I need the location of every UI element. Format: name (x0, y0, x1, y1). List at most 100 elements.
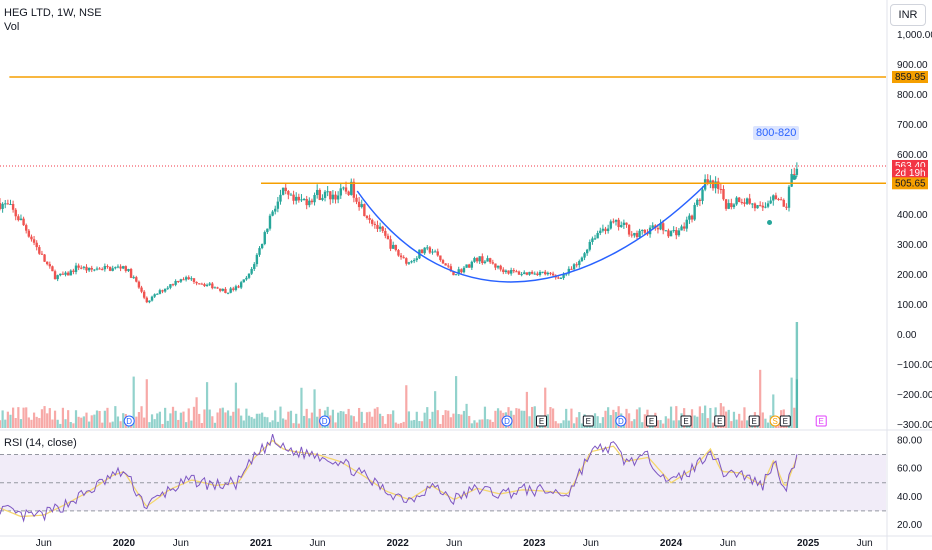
volume-bar (523, 410, 526, 428)
price-label-box (892, 177, 928, 190)
candle-body (300, 199, 303, 201)
candle-body (245, 277, 248, 280)
event-badge[interactable] (501, 415, 513, 427)
candle-body (688, 215, 691, 220)
candle-body (507, 270, 510, 274)
event-badge[interactable] (714, 415, 726, 427)
volume-bar (108, 422, 112, 428)
volume-bar (759, 369, 762, 428)
candle-body (40, 253, 44, 255)
currency-button[interactable]: INR (890, 4, 926, 26)
candle-body (329, 191, 332, 200)
event-badge[interactable] (535, 415, 547, 427)
volume-bar (161, 423, 164, 428)
volume-bar (59, 423, 62, 428)
volume-bar (533, 406, 536, 428)
candle-body (95, 268, 99, 270)
volume-bar (9, 414, 12, 428)
candle-body (591, 238, 594, 242)
candle-body (237, 286, 240, 288)
rsi-indicator-label[interactable]: RSI (14, close) (4, 437, 77, 449)
event-badge[interactable] (815, 415, 827, 427)
candle-body (85, 266, 88, 271)
volume-bar (77, 416, 80, 428)
candle-body (433, 251, 437, 253)
event-badge[interactable] (779, 415, 791, 427)
candle-body (538, 271, 542, 275)
candle-body (562, 273, 565, 278)
candle-body (617, 219, 620, 228)
event-badge[interactable] (582, 415, 594, 427)
volume-bar (213, 422, 217, 428)
event-badge[interactable] (680, 415, 692, 427)
volume-bar (389, 414, 392, 428)
candle-body (701, 189, 704, 201)
candle-body (253, 264, 256, 269)
candle-body (696, 199, 699, 205)
volume-bar (143, 417, 146, 428)
volume-bar (449, 417, 452, 428)
candle-body (572, 264, 576, 270)
volume-bar (56, 419, 59, 428)
candle-body (454, 274, 458, 276)
volume-bar (675, 406, 678, 428)
volume-indicator-label[interactable]: Vol (4, 21, 20, 33)
event-badge[interactable] (319, 415, 331, 427)
candle-body (751, 203, 754, 205)
time-axis-tick: Jun (36, 538, 52, 549)
candle-body (255, 254, 259, 265)
volume-bar (415, 411, 418, 428)
volume-bar (378, 413, 382, 428)
volume-bar (709, 407, 712, 428)
volume-bar (14, 418, 17, 428)
volume-bar (171, 406, 175, 428)
price-axis-tick: 400.00 (897, 210, 928, 221)
volume-bar (554, 421, 557, 428)
candle-body (559, 277, 563, 279)
event-badge[interactable] (646, 415, 658, 427)
candle-body (156, 293, 159, 295)
volume-bar (150, 414, 154, 428)
volume-bar (468, 415, 471, 428)
volume-bar (82, 416, 85, 428)
symbol-title[interactable]: HEG LTD, 1W, NSE (4, 7, 102, 19)
price-axis-tick: 900.00 (897, 60, 928, 71)
volume-bar (365, 412, 369, 428)
volume-bar (578, 412, 581, 428)
volume-bar (512, 414, 515, 428)
candle-body (195, 281, 198, 284)
candle-body (423, 247, 426, 254)
candle-body (643, 229, 647, 233)
time-axis-tick: 2024 (660, 538, 683, 549)
event-badge[interactable] (123, 415, 135, 427)
volume-bar (452, 413, 455, 428)
volume-bar (693, 415, 696, 428)
candle-body (310, 200, 314, 203)
volume-bar (441, 415, 445, 428)
time-axis-tick: Jun (309, 538, 325, 549)
target-annotation[interactable]: 800-820 (753, 126, 800, 140)
volume-bar (633, 419, 636, 428)
candle-body (499, 265, 502, 270)
candle-body (90, 267, 93, 270)
candle-body (774, 195, 778, 200)
volume-bar (140, 406, 143, 428)
candle-body (544, 271, 547, 275)
event-badge[interactable] (615, 415, 627, 427)
candle-body (350, 181, 353, 195)
candle-body (326, 191, 329, 193)
volume-bar (205, 382, 209, 428)
volume-bar (43, 406, 46, 428)
candle-body (740, 202, 744, 204)
volume-bar (559, 423, 563, 428)
volume-bar (570, 408, 573, 428)
event-badge[interactable] (748, 415, 760, 427)
candle-body (295, 196, 298, 201)
volume-bar (732, 411, 736, 428)
candle-body (486, 258, 489, 262)
candle-body (709, 180, 712, 183)
candle-body (583, 253, 586, 258)
candle-body (481, 256, 484, 264)
candle-body (72, 270, 75, 272)
volume-bar (373, 408, 376, 428)
